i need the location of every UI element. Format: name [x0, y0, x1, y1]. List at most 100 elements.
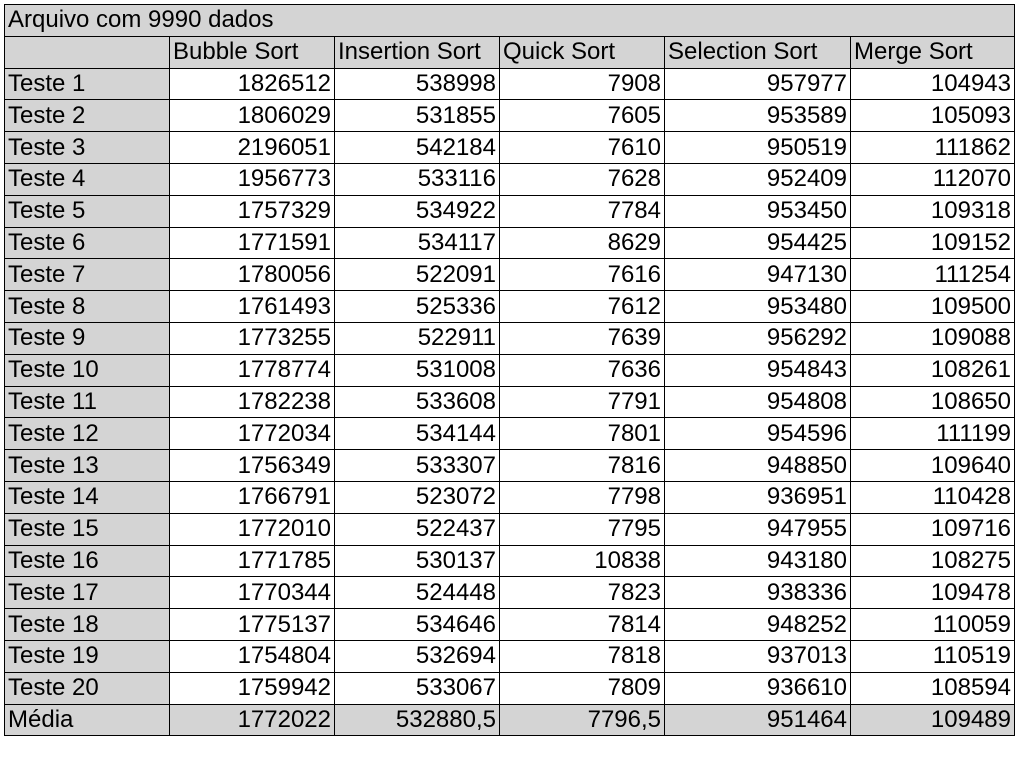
table-cell[interactable]: 1754804 [169, 639, 335, 673]
table-cell[interactable]: 1759942 [169, 671, 335, 705]
row-header[interactable]: Teste 16 [4, 544, 170, 578]
table-cell[interactable]: 534922 [334, 194, 500, 228]
table-cell[interactable]: 948252 [664, 608, 851, 641]
table-cell[interactable]: 110519 [850, 639, 1015, 673]
row-header[interactable]: Teste 15 [4, 512, 170, 546]
table-cell[interactable]: 7791 [499, 385, 665, 419]
row-header[interactable]: Teste 12 [4, 417, 170, 451]
table-cell[interactable]: 7809 [499, 671, 665, 705]
table-cell[interactable]: 7796,5 [499, 703, 665, 737]
table-cell[interactable]: 525336 [334, 290, 500, 323]
column-header-bubble-sort[interactable]: Bubble Sort [169, 35, 335, 69]
table-cell[interactable]: 108650 [850, 385, 1015, 419]
table-cell[interactable]: 532694 [334, 639, 500, 673]
table-cell[interactable]: 1773255 [169, 321, 335, 355]
table-cell[interactable]: 957977 [664, 67, 851, 101]
table-cell[interactable]: 1956773 [169, 162, 335, 196]
table-cell[interactable]: 947130 [664, 258, 851, 292]
table-cell[interactable]: 112070 [850, 162, 1015, 196]
row-header[interactable]: Teste 9 [4, 321, 170, 355]
table-cell[interactable]: 109640 [850, 449, 1015, 482]
table-cell[interactable]: 8629 [499, 226, 665, 260]
table-cell[interactable]: 7612 [499, 290, 665, 323]
table-cell[interactable]: 533307 [334, 449, 500, 482]
table-cell[interactable]: 7908 [499, 67, 665, 101]
table-cell[interactable]: 534646 [334, 608, 500, 641]
row-header[interactable]: Teste 17 [4, 576, 170, 610]
table-cell[interactable]: 1756349 [169, 449, 335, 482]
table-cell[interactable]: 109088 [850, 321, 1015, 355]
table-cell[interactable]: 948850 [664, 449, 851, 482]
table-cell[interactable]: 954425 [664, 226, 851, 260]
table-cell[interactable]: 7798 [499, 480, 665, 514]
row-header[interactable]: Média [4, 703, 170, 737]
corner-cell[interactable] [4, 35, 170, 69]
table-cell[interactable]: 533067 [334, 671, 500, 705]
table-cell[interactable]: 533608 [334, 385, 500, 419]
table-cell[interactable]: 953480 [664, 290, 851, 323]
row-header[interactable]: Teste 2 [4, 99, 170, 133]
table-cell[interactable]: 954843 [664, 353, 851, 387]
table-cell[interactable]: 954808 [664, 385, 851, 419]
table-cell[interactable]: 523072 [334, 480, 500, 514]
table-cell[interactable]: 1772022 [169, 703, 335, 737]
table-cell[interactable]: 531008 [334, 353, 500, 387]
table-cell[interactable]: 108275 [850, 544, 1015, 578]
row-header[interactable]: Teste 5 [4, 194, 170, 228]
table-cell[interactable]: 534117 [334, 226, 500, 260]
table-cell[interactable]: 532880,5 [334, 703, 500, 737]
row-header[interactable]: Teste 10 [4, 353, 170, 387]
table-cell[interactable]: 951464 [664, 703, 851, 737]
table-cell[interactable]: 7636 [499, 353, 665, 387]
row-header[interactable]: Teste 13 [4, 449, 170, 482]
table-cell[interactable]: 1766791 [169, 480, 335, 514]
row-header[interactable]: Teste 4 [4, 162, 170, 196]
table-cell[interactable]: 1775137 [169, 608, 335, 641]
table-cell[interactable]: 950519 [664, 131, 851, 164]
table-cell[interactable]: 7784 [499, 194, 665, 228]
table-cell[interactable]: 7816 [499, 449, 665, 482]
table-cell[interactable]: 522911 [334, 321, 500, 355]
table-cell[interactable]: 109716 [850, 512, 1015, 546]
table-cell[interactable]: 7801 [499, 417, 665, 451]
table-cell[interactable]: 952409 [664, 162, 851, 196]
table-cell[interactable]: 938336 [664, 576, 851, 610]
table-cell[interactable]: 108261 [850, 353, 1015, 387]
table-cell[interactable]: 522437 [334, 512, 500, 546]
table-cell[interactable]: 1761493 [169, 290, 335, 323]
row-header[interactable]: Teste 6 [4, 226, 170, 260]
table-cell[interactable]: 110428 [850, 480, 1015, 514]
table-title[interactable]: Arquivo com 9990 dados [4, 4, 1015, 37]
table-cell[interactable]: 111254 [850, 258, 1015, 292]
table-cell[interactable]: 1772010 [169, 512, 335, 546]
table-cell[interactable]: 1806029 [169, 99, 335, 133]
table-cell[interactable]: 7639 [499, 321, 665, 355]
table-cell[interactable]: 7616 [499, 258, 665, 292]
table-cell[interactable]: 10838 [499, 544, 665, 578]
table-cell[interactable]: 1772034 [169, 417, 335, 451]
table-cell[interactable]: 1757329 [169, 194, 335, 228]
table-cell[interactable]: 109489 [850, 703, 1015, 737]
table-cell[interactable]: 936610 [664, 671, 851, 705]
row-header[interactable]: Teste 18 [4, 608, 170, 641]
table-cell[interactable]: 7605 [499, 99, 665, 133]
table-cell[interactable]: 542184 [334, 131, 500, 164]
table-cell[interactable]: 109500 [850, 290, 1015, 323]
table-cell[interactable]: 7628 [499, 162, 665, 196]
row-header[interactable]: Teste 14 [4, 480, 170, 514]
table-cell[interactable]: 111199 [850, 417, 1015, 451]
table-cell[interactable]: 1770344 [169, 576, 335, 610]
row-header[interactable]: Teste 7 [4, 258, 170, 292]
table-cell[interactable]: 943180 [664, 544, 851, 578]
table-cell[interactable]: 936951 [664, 480, 851, 514]
table-cell[interactable]: 947955 [664, 512, 851, 546]
table-cell[interactable]: 530137 [334, 544, 500, 578]
row-header[interactable]: Teste 19 [4, 639, 170, 673]
table-cell[interactable]: 1826512 [169, 67, 335, 101]
table-cell[interactable]: 109318 [850, 194, 1015, 228]
column-header-insertion-sort[interactable]: Insertion Sort [334, 35, 500, 69]
table-cell[interactable]: 7818 [499, 639, 665, 673]
table-cell[interactable]: 1782238 [169, 385, 335, 419]
table-cell[interactable]: 7795 [499, 512, 665, 546]
table-cell[interactable]: 111862 [850, 131, 1015, 164]
